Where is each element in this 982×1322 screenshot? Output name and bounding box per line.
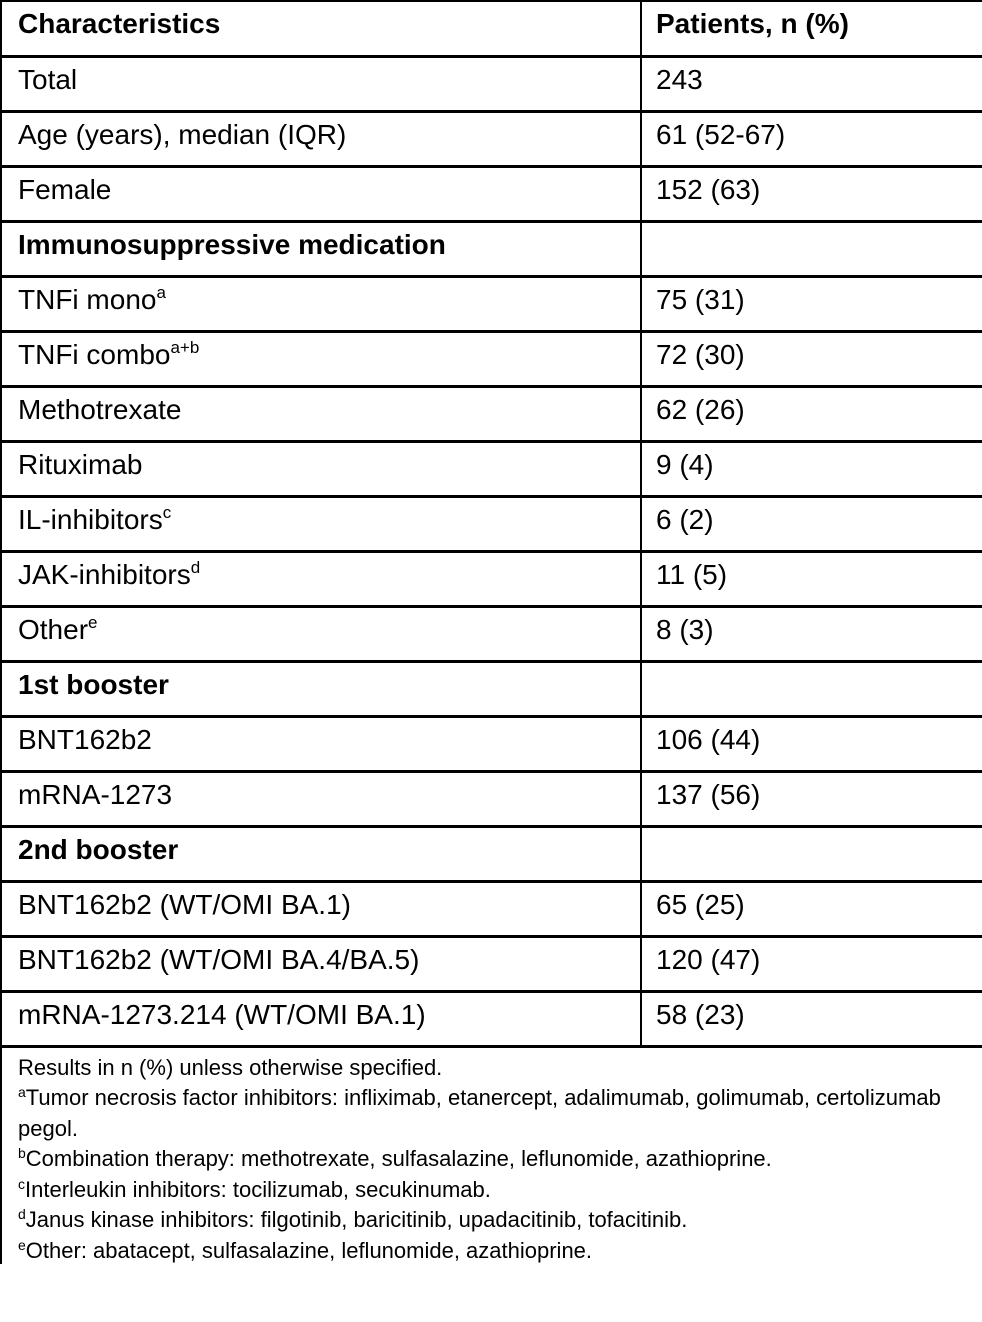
- footnote-text: Combination therapy: methotrexate, sulfa…: [25, 1146, 772, 1171]
- characteristic-label: BNT162b2 (WT/OMI BA.1): [1, 881, 641, 938]
- table-row: mRNA-1273.214 (WT/OMI BA.1) 58 (23): [1, 991, 982, 1048]
- table-row: mRNA-1273 137 (56): [1, 771, 982, 828]
- footnote-general: Results in n (%) unless otherwise specif…: [18, 1054, 443, 1080]
- table-row: BNT162b2 (WT/OMI BA.4/BA.5) 120 (47): [1, 936, 982, 993]
- table-row: JAK-inhibitorsd 11 (5): [1, 551, 982, 608]
- footnote-item-c: cInterleukin inhibitors: tocilizumab, se…: [18, 1175, 970, 1206]
- table-row: IL-inhibitorsc 6 (2): [1, 496, 982, 553]
- footnote-marker-e: e: [18, 1236, 26, 1253]
- table-row: Female 152 (63): [1, 166, 982, 223]
- table-row: Methotrexate 62 (26): [1, 386, 982, 443]
- footnote-text: Other: abatacept, sulfasalazine, lefluno…: [25, 1237, 593, 1263]
- footnote-ref: a+b: [170, 337, 200, 357]
- patients-value: 120 (47): [640, 936, 982, 993]
- patients-value: 9 (4): [640, 441, 982, 498]
- patients-value: 72 (30): [640, 331, 982, 388]
- footnote-ref: c: [162, 502, 172, 522]
- section-header-label: Immunosuppressive medication: [1, 221, 641, 278]
- footnote-ref: a: [156, 282, 166, 302]
- table-row: TNFi monoa 75 (31): [1, 276, 982, 333]
- characteristic-label: Female: [1, 166, 641, 223]
- table-row: TNFi comboa+b 72 (30): [1, 331, 982, 388]
- footnote-text: Interleukin inhibitors: tocilizumab, sec…: [25, 1176, 491, 1202]
- patients-value: [640, 661, 982, 718]
- characteristic-label: mRNA-1273.214 (WT/OMI BA.1): [1, 991, 641, 1048]
- table-row: Age (years), median (IQR) 61 (52-67): [1, 111, 982, 168]
- footnotes: Results in n (%) unless otherwise specif…: [0, 1047, 982, 1267]
- section-header-label: 2nd booster: [1, 826, 641, 883]
- characteristic-label: IL-inhibitorsc: [1, 496, 641, 553]
- patients-value: 58 (23): [640, 991, 982, 1048]
- patients-value: 65 (25): [640, 881, 982, 938]
- characteristic-label: JAK-inhibitorsd: [1, 551, 641, 608]
- footnote-item-e: eOther: abatacept, sulfasalazine, leflun…: [18, 1236, 970, 1267]
- footnote-marker-b: b: [18, 1145, 26, 1161]
- characteristic-label: Methotrexate: [1, 386, 641, 443]
- patients-value: 137 (56): [640, 771, 982, 828]
- characteristic-label: Othere: [1, 606, 641, 663]
- patients-value: 8 (3): [640, 606, 982, 663]
- footnote-ref: d: [190, 557, 201, 577]
- patients-value: 61 (52-67): [640, 111, 982, 168]
- column-header-patients: Patients, n (%): [640, 1, 982, 58]
- characteristic-label: BNT162b2: [1, 716, 641, 773]
- footnote-marker-a: a: [18, 1084, 26, 1100]
- section-header-row: Immunosuppressive medication: [1, 221, 982, 278]
- characteristic-label: Age (years), median (IQR): [1, 111, 641, 168]
- patients-value: 152 (63): [640, 166, 982, 223]
- patients-value: 243: [640, 56, 982, 113]
- patients-value: 75 (31): [640, 276, 982, 333]
- characteristic-label: Total: [1, 56, 641, 113]
- footnote-marker-c: c: [18, 1175, 25, 1192]
- table-row: Total 243: [1, 56, 982, 113]
- patients-value: 106 (44): [640, 716, 982, 773]
- footnote-marker-d: d: [18, 1206, 26, 1222]
- characteristics-table: Characteristics Patients, n (%) Total 24…: [0, 0, 982, 1048]
- characteristic-label: mRNA-1273: [1, 771, 641, 828]
- section-header-row: 1st booster: [1, 661, 982, 718]
- patients-value: 62 (26): [640, 386, 982, 443]
- characteristic-label: BNT162b2 (WT/OMI BA.4/BA.5): [1, 936, 641, 993]
- footnote-text: Tumor necrosis factor inhibitors: inflix…: [18, 1085, 941, 1141]
- table-row: Rituximab 9 (4): [1, 441, 982, 498]
- patients-value: 6 (2): [640, 496, 982, 553]
- section-header-row: 2nd booster: [1, 826, 982, 883]
- patients-value: [640, 221, 982, 278]
- table-row: Othere 8 (3): [1, 606, 982, 663]
- characteristic-label: TNFi monoa: [1, 276, 641, 333]
- table-row: BNT162b2 106 (44): [1, 716, 982, 773]
- section-header-label: 1st booster: [1, 661, 641, 718]
- patients-value: [640, 826, 982, 883]
- footnote-item-b: bCombination therapy: methotrexate, sulf…: [18, 1144, 970, 1175]
- footnote-item-d: dJanus kinase inhibitors: filgotinib, ba…: [18, 1205, 970, 1236]
- footnote-text: Janus kinase inhibitors: filgotinib, bar…: [25, 1207, 688, 1232]
- characteristic-label: TNFi comboa+b: [1, 331, 641, 388]
- column-header-characteristics: Characteristics: [1, 1, 641, 58]
- patients-value: 11 (5): [640, 551, 982, 608]
- table-header-row: Characteristics Patients, n (%): [1, 1, 982, 58]
- footnote-ref: e: [88, 612, 98, 632]
- footnote-item-a: aTumor necrosis factor inhibitors: infli…: [18, 1083, 970, 1144]
- table-row: BNT162b2 (WT/OMI BA.1) 65 (25): [1, 881, 982, 938]
- characteristic-label: Rituximab: [1, 441, 641, 498]
